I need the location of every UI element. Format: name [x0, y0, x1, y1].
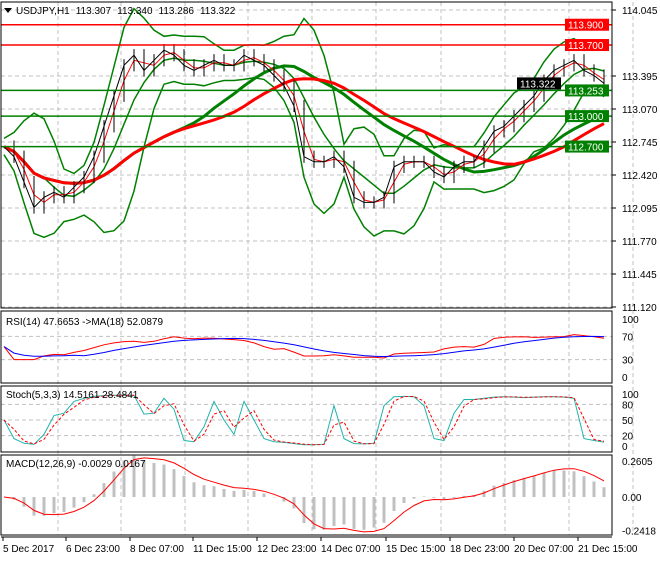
level-label: 113.253: [568, 86, 604, 97]
macd-signal-line: [3, 457, 605, 533]
macd-tick-label: 0.00: [622, 493, 642, 504]
stoch-tick-label: 100: [622, 390, 639, 401]
stochastic-panel[interactable]: [3, 394, 605, 446]
time-tick-label: 8 Dec 07:00: [130, 544, 184, 555]
price-tick-label: 113.070: [622, 105, 658, 116]
stoch-tick-label: 80: [622, 400, 634, 411]
level-label-bg: [565, 140, 609, 153]
level-label-bg: [565, 84, 609, 97]
bollinger-upper: [3, 7, 605, 175]
main-panel-frame: [0, 1, 613, 309]
ohlc-low: 113.286: [159, 6, 195, 17]
stoch-header: Stoch(5,3,3) 14.5161 28.4841: [6, 390, 139, 401]
level-label: 113.700: [568, 41, 604, 52]
ohlc-high: 113.340: [117, 6, 153, 17]
bollinger-lower: [3, 77, 605, 239]
rsi-ma-line: [3, 335, 605, 358]
time-tick-label: 11 Dec 15:00: [193, 544, 252, 555]
ohlc-open: 113.307: [76, 6, 112, 17]
level-label: 112.700: [568, 143, 604, 154]
price-tick-label: 112.745: [622, 138, 658, 149]
time-tick-label: 5 Dec 2017: [3, 544, 55, 555]
price-tick-label: 112.095: [622, 204, 658, 215]
rsi-tick-label: 0: [622, 373, 628, 384]
macd-panel[interactable]: [3, 455, 606, 533]
sto-panel-frame: [0, 385, 613, 453]
stoch-tick-label: 20: [622, 432, 634, 443]
grid: [1, 2, 634, 535]
time-tick-label: 12 Dec 23:00: [257, 544, 317, 555]
ohlc-close: 113.322: [200, 6, 236, 17]
current-price-label: 113.322: [520, 79, 556, 90]
stoch-tick-label: 50: [622, 416, 634, 427]
axes: 5 Dec 2017 6 Dec 23:00 8 Dec 07:00 11 Dec 1…: [0, 1, 658, 555]
rsi-tick-label: 100: [622, 315, 639, 326]
time-tick-label: 14 Dec 07:00: [321, 544, 381, 555]
level-label-bg: [565, 18, 609, 31]
current-price-bg: [517, 77, 561, 90]
time-tick-label: 18 Dec 23:00: [450, 544, 510, 555]
stoch-signal-line: [3, 394, 605, 446]
price-tick-label: 113.395: [622, 72, 658, 83]
level-label: 113.900: [568, 21, 604, 32]
rsi-tick-label: 30: [622, 356, 634, 367]
ma-slow-red: [3, 77, 605, 185]
rsi-panel[interactable]: [3, 334, 605, 361]
price-line: [3, 49, 605, 209]
bollinger-middle: [3, 57, 605, 198]
time-tick-label: 20 Dec 07:00: [514, 544, 574, 555]
price-tick-label: 111.445: [622, 270, 657, 281]
macd-header: MACD(12,26,9) -0.0029 0.0167: [6, 459, 146, 470]
price-tick-label: 111.770: [622, 237, 657, 248]
collapse-triangle-icon[interactable]: [4, 8, 12, 13]
macd-tick-label: 0.2605: [622, 457, 653, 468]
stoch-tick-label: 0: [622, 442, 628, 453]
price-tick-label: 112.420: [622, 171, 658, 182]
rsi-panel-frame: [0, 310, 613, 384]
main-price-panel[interactable]: [1, 7, 612, 239]
rsi-line: [3, 334, 605, 361]
macd-tick-label: -0.2418: [622, 526, 656, 537]
level-label: 113.000: [568, 112, 604, 123]
price-tick-label: 114.045: [622, 6, 658, 17]
mac-panel-frame: [0, 454, 613, 536]
symbol-header: USDJPY,H1: [16, 6, 70, 17]
time-tick-label: 15 Dec 15:00: [386, 544, 446, 555]
price-tick-label: 111.120: [622, 303, 657, 314]
time-tick-label: 6 Dec 23:00: [66, 544, 120, 555]
rsi-header: RSI(14) 47.6653 ->MA(18) 52.0879: [6, 317, 163, 328]
level-label-bg: [565, 110, 609, 123]
rsi-tick-label: 70: [622, 332, 634, 343]
time-tick-label: 21 Dec 15:00: [578, 544, 638, 555]
level-label-bg: [565, 39, 609, 52]
